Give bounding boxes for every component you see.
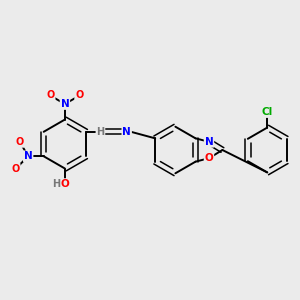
Text: O: O [46, 90, 55, 100]
Text: O: O [61, 179, 69, 189]
Text: N: N [122, 127, 131, 137]
Text: H: H [96, 127, 104, 137]
Text: N: N [61, 99, 69, 109]
Text: O: O [11, 164, 20, 174]
Text: O: O [75, 90, 83, 100]
Text: N: N [24, 151, 32, 161]
Text: O: O [16, 137, 24, 147]
Text: N: N [205, 137, 213, 147]
Text: H: H [52, 179, 60, 189]
Text: O: O [205, 153, 213, 163]
Text: Cl: Cl [262, 107, 273, 117]
